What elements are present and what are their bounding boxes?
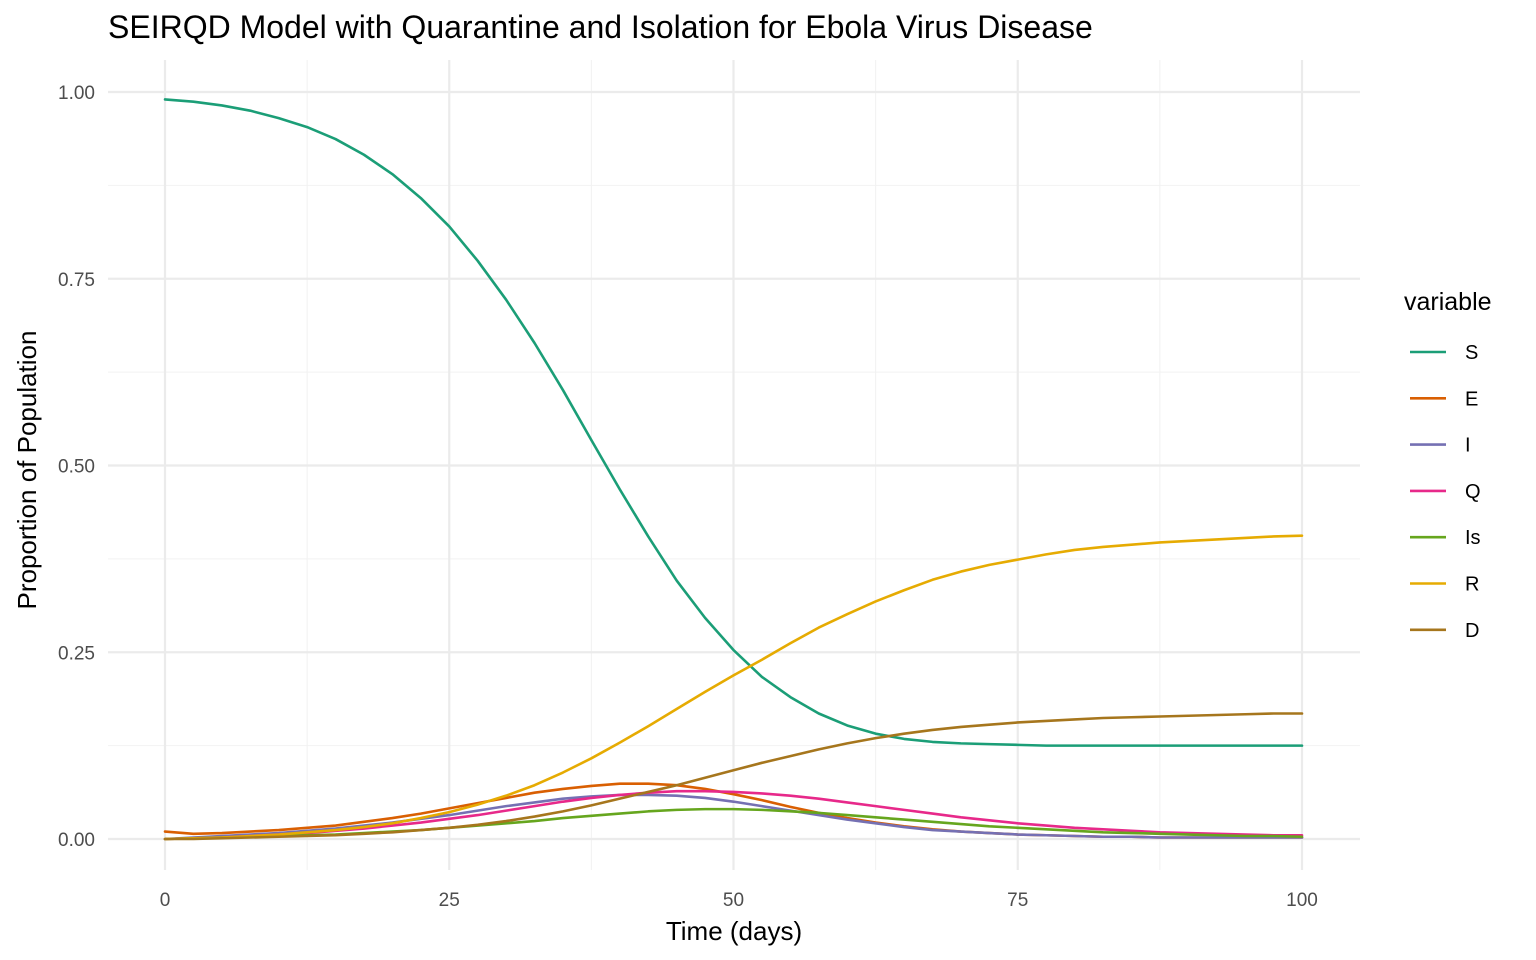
legend-item-s: S — [1410, 342, 1478, 364]
legend-item-q: Q — [1410, 481, 1481, 503]
y-axis-title: Proportion of Population — [12, 331, 42, 610]
legend-item-d: D — [1410, 620, 1479, 642]
chart-title: SEIRQD Model with Quarantine and Isolati… — [108, 9, 1093, 45]
x-tick-label: 50 — [723, 890, 744, 911]
series-line-i — [163, 793, 1304, 841]
y-tick-label: 1.00 — [58, 83, 95, 104]
legend-item-i: I — [1410, 435, 1471, 457]
legend-item-r: R — [1410, 574, 1479, 596]
x-axis-title: Time (days) — [666, 916, 802, 946]
legend-title: variable — [1404, 288, 1492, 316]
y-tick-label: 0.50 — [58, 457, 95, 478]
legend-label: I — [1465, 435, 1471, 457]
plot-panel — [108, 60, 1360, 870]
legend-item-is: Is — [1410, 527, 1481, 549]
y-tick-label: 0.25 — [58, 643, 95, 664]
major-gridlines — [108, 60, 1360, 870]
y-tick-label: 0.00 — [58, 830, 95, 851]
y-tick-label: 0.75 — [58, 270, 95, 291]
legend-item-e: E — [1410, 388, 1478, 410]
x-axis-tick-labels: 0 25 50 75 100 — [160, 890, 1318, 911]
series-line-s — [163, 98, 1304, 747]
x-tick-label: 100 — [1286, 890, 1318, 911]
x-tick-label: 25 — [439, 890, 460, 911]
legend-items: S E I Q Is R D — [1410, 342, 1481, 642]
legend-label: Is — [1465, 527, 1481, 549]
legend-label: Q — [1465, 481, 1481, 503]
legend-label: S — [1465, 342, 1478, 364]
y-axis-tick-labels: 0.00 0.25 0.50 0.75 1.00 — [58, 83, 95, 851]
series-line-d — [163, 712, 1304, 841]
legend-label: E — [1465, 388, 1478, 410]
legend: variable S E I Q Is R D — [1404, 288, 1492, 642]
x-tick-label: 75 — [1007, 890, 1028, 911]
series-line-r — [163, 534, 1304, 841]
legend-label: R — [1465, 574, 1479, 596]
series-lines — [163, 98, 1304, 841]
legend-label: D — [1465, 620, 1479, 642]
x-tick-label: 0 — [160, 890, 171, 911]
